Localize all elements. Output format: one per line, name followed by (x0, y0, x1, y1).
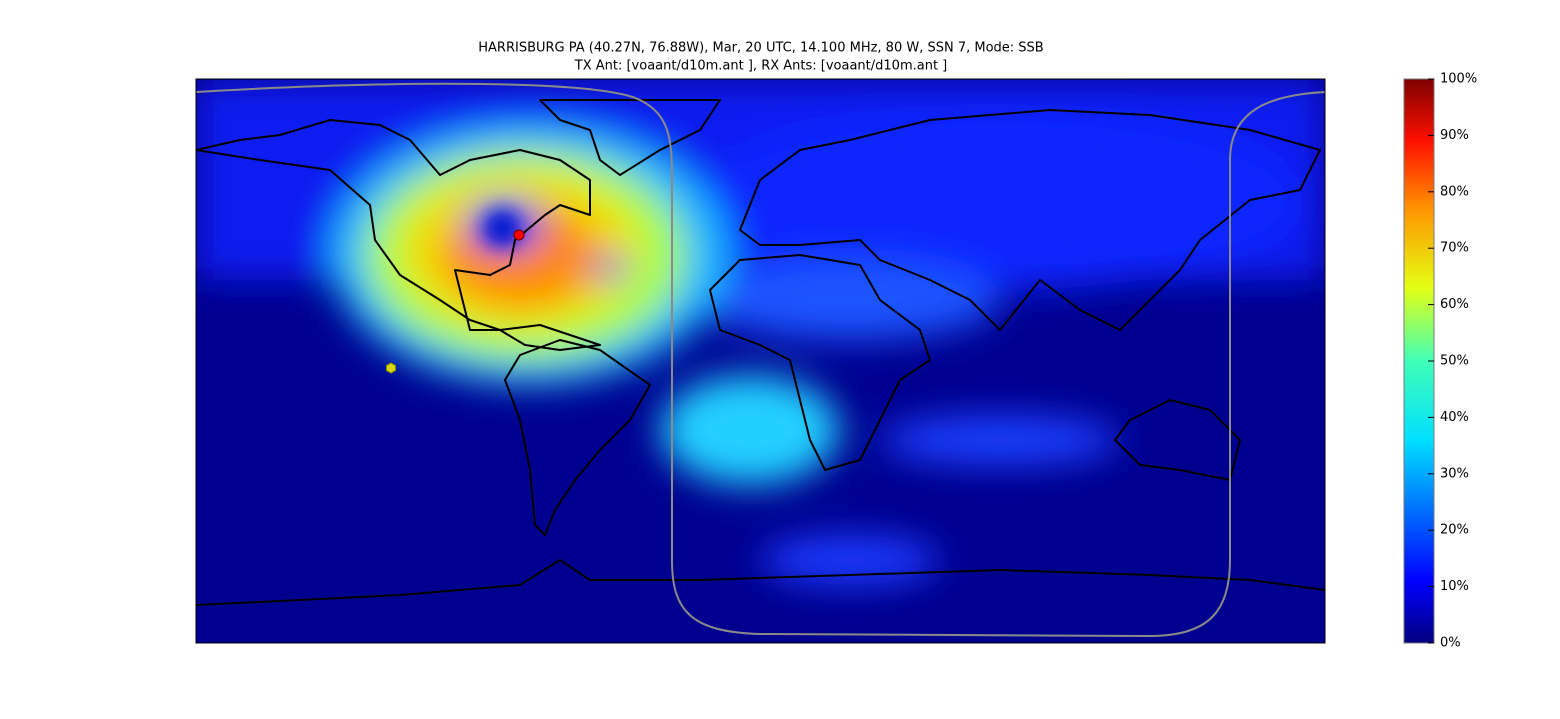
colorbar-tick-label: 80% (1440, 184, 1469, 199)
colorbar-tick-label: 50% (1440, 354, 1469, 369)
colorbar-ticks: 0% 10% 20% 30% 40% 50% 60% 70% 80% 90% 100% (1428, 72, 1477, 651)
colorbar-tick-label: 40% (1440, 410, 1469, 425)
colorbar-tick-label: 60% (1440, 297, 1469, 312)
colorbar-tick-label: 20% (1440, 523, 1469, 538)
colorbar-tick-label: 0% (1440, 636, 1461, 651)
map (196, 79, 1325, 643)
map-frame (195, 78, 1326, 644)
receiver-marker (386, 362, 396, 374)
coastlines (196, 99, 1325, 606)
colorbar-tick-label: 100% (1440, 72, 1477, 87)
title-line-1: HARRISBURG PA (40.27N, 76.88W), Mar, 20 … (478, 41, 1043, 56)
colorbar-tick-label: 10% (1440, 579, 1469, 594)
colorbar-tick-label: 70% (1440, 241, 1469, 256)
colorbar-tick-label: 90% (1440, 128, 1469, 143)
transmitter-marker (513, 229, 525, 241)
colorbar-tick-label: 30% (1440, 466, 1469, 481)
title-line-2: TX Ant: [voaant/d10m.ant ], RX Ants: [vo… (574, 59, 948, 74)
terminator (196, 82, 1325, 638)
